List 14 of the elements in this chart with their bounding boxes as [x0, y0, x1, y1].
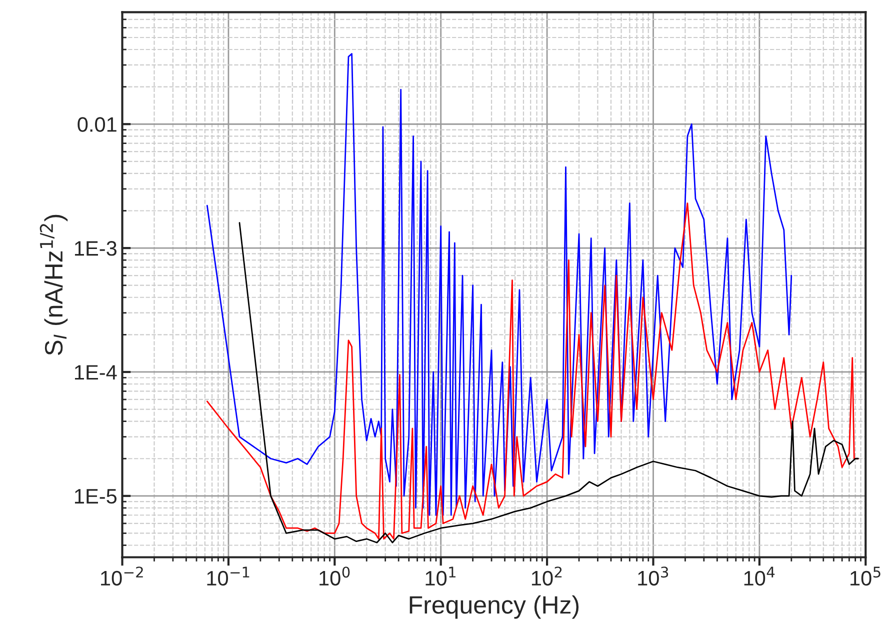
x-axis-title: Frequency (Hz) [410, 595, 579, 619]
y-tick-label: 1E-4 [74, 365, 117, 380]
y-tick-label: 1E-5 [74, 489, 117, 504]
x-tick-label: 10$^{5}$ [850, 566, 880, 586]
x-tick-label: 10$^{0}$ [320, 566, 350, 586]
y-axis-title: S$_{I}$ (nA/Hz$^{1/2}$) [40, 214, 68, 356]
y-tick-label: 0.01 [78, 117, 116, 132]
x-tick-label: 10$^{4}$ [744, 566, 775, 586]
x-tick-label: 10$^{3}$ [638, 566, 668, 586]
x-tick-label: 10$^{1}$ [426, 566, 456, 586]
y-tick-label: 1E-3 [74, 241, 116, 256]
x-tick-label: 10$^{−1}$ [207, 566, 250, 586]
x-tick-label: 10$^{2}$ [532, 566, 562, 586]
x-tick-label: 10$^{−2}$ [101, 566, 143, 586]
